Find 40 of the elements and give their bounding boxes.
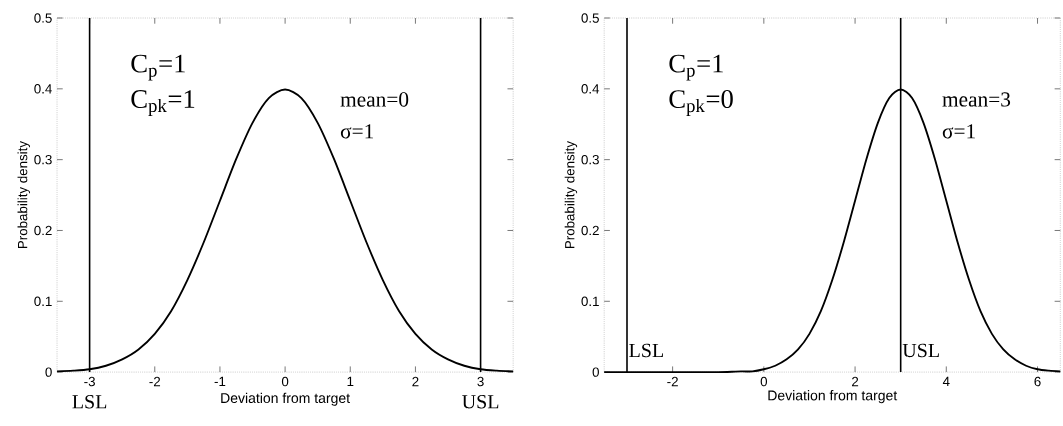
y-tick-label: 0.2 <box>34 225 52 236</box>
y-tick-label: 0.2 <box>581 225 599 236</box>
x-axis-title: Deviation from target <box>221 392 350 406</box>
annotation: C$_{p}$=1 <box>131 54 185 81</box>
x-axis-title: Deviation from target <box>768 390 898 404</box>
x-tick-label: 0 <box>281 376 289 387</box>
annotation: mean=0 <box>340 92 409 107</box>
x-tick-label: 2 <box>412 376 419 387</box>
ref-line-label: LSL <box>72 394 107 409</box>
annotation: C$_{pk}$=1 <box>131 90 195 116</box>
x-tick-label: 3 <box>477 376 484 387</box>
x-tick-label: -2 <box>667 376 678 387</box>
y-tick-label: 0.4 <box>34 84 52 94</box>
annotation: C$_{pk}$=0 <box>669 90 733 116</box>
x-tick-label: 1 <box>347 376 354 386</box>
y-tick-label: 0.3 <box>34 154 52 165</box>
x-tick-label: 6 <box>1034 376 1041 387</box>
y-tick-label: 0.1 <box>34 296 52 306</box>
y-tick-label: 0.5 <box>34 13 52 23</box>
x-tick-label: 4 <box>942 376 950 386</box>
y-tick-label: 0.5 <box>581 13 599 23</box>
y-tick-label: 0 <box>45 367 52 377</box>
ref-line-label: LSL <box>629 343 663 358</box>
annotation: mean=3 <box>942 92 1011 107</box>
x-tick-label: -3 <box>84 376 95 387</box>
y-tick-label: 0.1 <box>581 296 599 306</box>
x-tick-label: 0 <box>760 376 768 387</box>
y-tick-label: 0.3 <box>581 154 599 165</box>
x-tick-label: -1 <box>214 376 226 386</box>
y-tick-label: 0 <box>592 367 599 377</box>
y-tick-label: 0.4 <box>581 84 600 94</box>
annotation: σ=1 <box>340 124 374 139</box>
annotation: C$_{p}$=1 <box>669 54 723 81</box>
y-axis-title: Probability density <box>17 140 30 249</box>
x-tick-label: -2 <box>149 376 161 387</box>
y-axis-title: Probability density <box>564 140 578 249</box>
x-tick-label: 2 <box>852 376 859 387</box>
annotation: σ=1 <box>942 124 975 139</box>
ref-line-label: USL <box>462 394 499 409</box>
ref-line-label: USL <box>902 343 939 358</box>
